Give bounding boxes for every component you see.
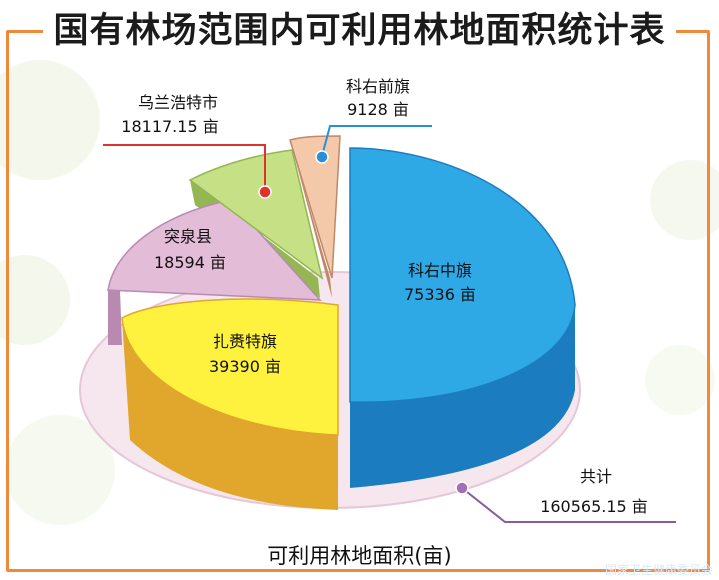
slice-top-wlht — [188, 149, 324, 280]
label-name-zlt: 扎赉特旗 — [213, 332, 277, 351]
leader-dot-wlht — [258, 185, 272, 199]
label-value-kyqq: 9128 亩 — [347, 100, 409, 119]
slice-top-kyzq — [349, 147, 576, 403]
slice-top-tqx — [107, 199, 322, 301]
slice-side-tqx — [108, 290, 122, 345]
leader-wlht — [103, 144, 266, 190]
leader-dot-total — [455, 481, 469, 495]
label-name-kyqq: 科右前旗 — [346, 77, 410, 96]
label-value-tqx: 18594 亩 — [154, 253, 226, 272]
label-value-kyzq: 75336 亩 — [404, 285, 476, 304]
label-value-zlt: 39390 亩 — [209, 357, 281, 376]
label-total-value: 160565.15 亩 — [540, 497, 648, 516]
leader-total — [461, 487, 676, 523]
label-name-wlht: 乌兰浩特市 — [138, 93, 218, 112]
leader-dot-kyqq — [315, 150, 329, 164]
label-total-name: 共计 — [580, 467, 612, 486]
label-name-kyzq: 科右中旗 — [408, 261, 472, 280]
label-value-wlht: 18117.15 亩 — [121, 117, 218, 136]
leader-kyqq — [321, 125, 432, 157]
chart-title: 国有林场范围内可利用林地面积统计表 — [0, 2, 719, 53]
slice-top-zlt — [121, 298, 339, 436]
footer-label: 可利用林地面积(亩) — [0, 540, 719, 570]
label-name-tqx: 突泉县 — [164, 227, 212, 246]
watermark: 国家卫生健康委员会 — [604, 563, 713, 577]
slice-top-kyqq — [289, 135, 341, 279]
